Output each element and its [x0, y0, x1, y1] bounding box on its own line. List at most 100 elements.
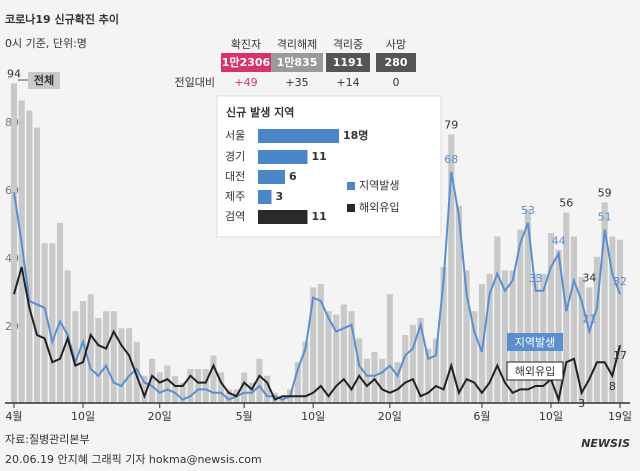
- x-tick-label: 10일: [301, 409, 325, 423]
- bar: [417, 318, 424, 403]
- line: [13, 171, 621, 401]
- bar: [87, 294, 94, 403]
- bar: [202, 369, 209, 403]
- inset-panel: [216, 95, 442, 238]
- legend-box: [506, 361, 564, 381]
- stat-change: 0: [393, 76, 400, 89]
- bar: [95, 318, 102, 403]
- bar: [258, 190, 272, 204]
- bar: [72, 311, 79, 403]
- data-label: 33: [529, 272, 543, 285]
- bar: [26, 110, 33, 403]
- x-tick-label: 19일: [608, 409, 632, 423]
- bar: [256, 358, 263, 403]
- bar: [570, 236, 578, 403]
- category-label: 검역: [225, 210, 245, 223]
- legend-label: 지역발생: [359, 179, 399, 192]
- bar: [156, 372, 163, 403]
- bar: [149, 358, 156, 403]
- bar: [164, 365, 171, 403]
- bar: [524, 209, 532, 403]
- bar: [10, 83, 18, 404]
- x-tick-label: 6월: [473, 410, 490, 423]
- legend-label: 전체: [34, 73, 54, 87]
- stat-value: 1191: [333, 56, 364, 69]
- category-label: 경기: [225, 150, 245, 163]
- bar: [363, 358, 370, 403]
- bar: [432, 338, 439, 403]
- credit: 20.06.19 안지혜 그래픽 기자 hokma@newsis.com: [5, 453, 262, 466]
- bar: [348, 311, 355, 403]
- x-tick-label: 10일: [539, 409, 563, 423]
- bar: [547, 233, 555, 403]
- data-label: 44: [552, 234, 566, 247]
- stat-header: 확진자: [231, 38, 261, 51]
- data-label: 32: [613, 275, 627, 288]
- data-label: 17: [613, 349, 627, 362]
- stat-box: [271, 53, 323, 72]
- data-label: 53: [521, 204, 535, 217]
- x-tick-label: 4월: [5, 410, 22, 423]
- bar: [455, 205, 462, 403]
- bar: [386, 294, 393, 403]
- bar: [56, 222, 64, 403]
- bar: [210, 355, 217, 403]
- bar: [258, 129, 339, 143]
- bar: [609, 236, 616, 403]
- legend-box: [507, 333, 563, 351]
- title: 코로나19 신규확진 추이: [5, 12, 119, 26]
- bar: [310, 287, 317, 403]
- data-label: 68: [444, 153, 458, 166]
- bar: [49, 243, 56, 403]
- bar: [79, 301, 87, 403]
- stat-box: [221, 53, 271, 72]
- stat-header: 사망: [386, 38, 406, 51]
- bar: [425, 348, 432, 403]
- bar: [125, 328, 133, 403]
- bar: [448, 134, 455, 403]
- bar: [225, 389, 232, 403]
- bar: [41, 243, 48, 403]
- data-label: 11: [312, 210, 327, 223]
- bar: [179, 382, 186, 403]
- stat-change: +35: [285, 76, 308, 89]
- stat-value: 1만2306: [222, 55, 271, 69]
- stat-value: 280: [385, 56, 408, 69]
- bar: [478, 284, 485, 403]
- bar: [494, 236, 501, 403]
- legend-swatch: [347, 204, 355, 212]
- bar: [264, 375, 271, 403]
- bar: [379, 358, 386, 403]
- bar: [394, 362, 401, 403]
- bar: [616, 239, 624, 403]
- stat-box: [376, 53, 416, 72]
- bar: [258, 150, 308, 164]
- category-label: 제주: [225, 190, 245, 203]
- bar: [195, 369, 202, 403]
- bar: [517, 229, 524, 403]
- bar: [258, 210, 308, 224]
- data-label: 3: [578, 397, 585, 410]
- data-label: 34: [582, 271, 596, 284]
- data-label: 18명: [343, 128, 368, 142]
- legend-swatch: [347, 182, 355, 190]
- bar: [302, 341, 309, 403]
- logo: NEWSIS: [581, 437, 630, 450]
- bar: [18, 100, 25, 404]
- bar: [325, 311, 332, 403]
- data-label: 79: [444, 118, 458, 131]
- stat-change: +49: [234, 76, 257, 89]
- data-label: 3: [276, 190, 284, 203]
- stat-box: [326, 53, 370, 72]
- data-label: 8: [609, 380, 616, 393]
- data-label: 11: [312, 150, 327, 163]
- bar: [586, 287, 593, 403]
- data-label: 21: [582, 313, 596, 326]
- stat-change: +14: [336, 76, 359, 89]
- inset-title: 신규 발생 지역: [226, 105, 294, 119]
- bar: [601, 202, 608, 403]
- bar: [440, 267, 447, 403]
- bar: [333, 314, 340, 403]
- bar: [486, 273, 493, 403]
